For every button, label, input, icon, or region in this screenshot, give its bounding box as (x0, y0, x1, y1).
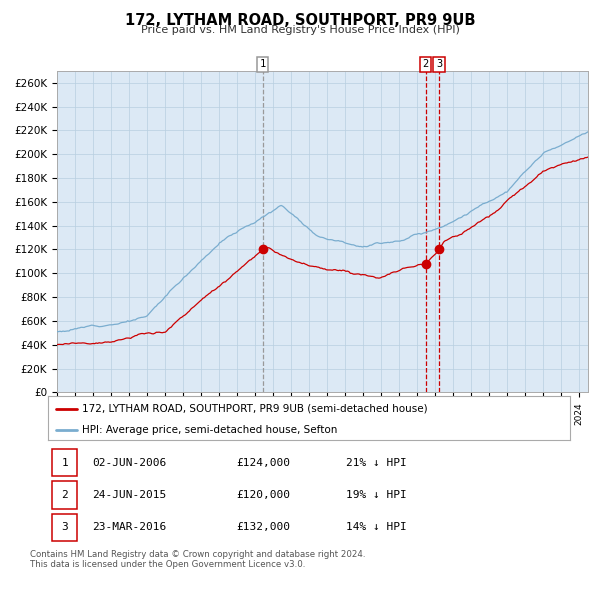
Text: Price paid vs. HM Land Registry's House Price Index (HPI): Price paid vs. HM Land Registry's House … (140, 25, 460, 35)
Text: 19% ↓ HPI: 19% ↓ HPI (346, 490, 406, 500)
Text: 1: 1 (259, 59, 266, 69)
Text: HPI: Average price, semi-detached house, Sefton: HPI: Average price, semi-detached house,… (82, 425, 337, 435)
Text: 1: 1 (61, 457, 68, 467)
Text: Contains HM Land Registry data © Crown copyright and database right 2024.
This d: Contains HM Land Registry data © Crown c… (30, 550, 365, 569)
Text: 172, LYTHAM ROAD, SOUTHPORT, PR9 9UB (semi-detached house): 172, LYTHAM ROAD, SOUTHPORT, PR9 9UB (se… (82, 404, 428, 414)
Text: 2: 2 (422, 59, 429, 69)
Text: 24-JUN-2015: 24-JUN-2015 (92, 490, 167, 500)
FancyBboxPatch shape (52, 514, 77, 541)
Text: 2: 2 (61, 490, 68, 500)
FancyBboxPatch shape (52, 449, 77, 476)
FancyBboxPatch shape (52, 481, 77, 509)
Text: 23-MAR-2016: 23-MAR-2016 (92, 523, 167, 533)
Text: 172, LYTHAM ROAD, SOUTHPORT, PR9 9UB: 172, LYTHAM ROAD, SOUTHPORT, PR9 9UB (125, 13, 475, 28)
Text: £132,000: £132,000 (236, 523, 290, 533)
Text: 21% ↓ HPI: 21% ↓ HPI (346, 457, 406, 467)
Text: £120,000: £120,000 (236, 490, 290, 500)
Text: 02-JUN-2006: 02-JUN-2006 (92, 457, 167, 467)
Text: 3: 3 (436, 59, 442, 69)
Text: £124,000: £124,000 (236, 457, 290, 467)
Text: 14% ↓ HPI: 14% ↓ HPI (346, 523, 406, 533)
Text: 3: 3 (61, 523, 68, 533)
